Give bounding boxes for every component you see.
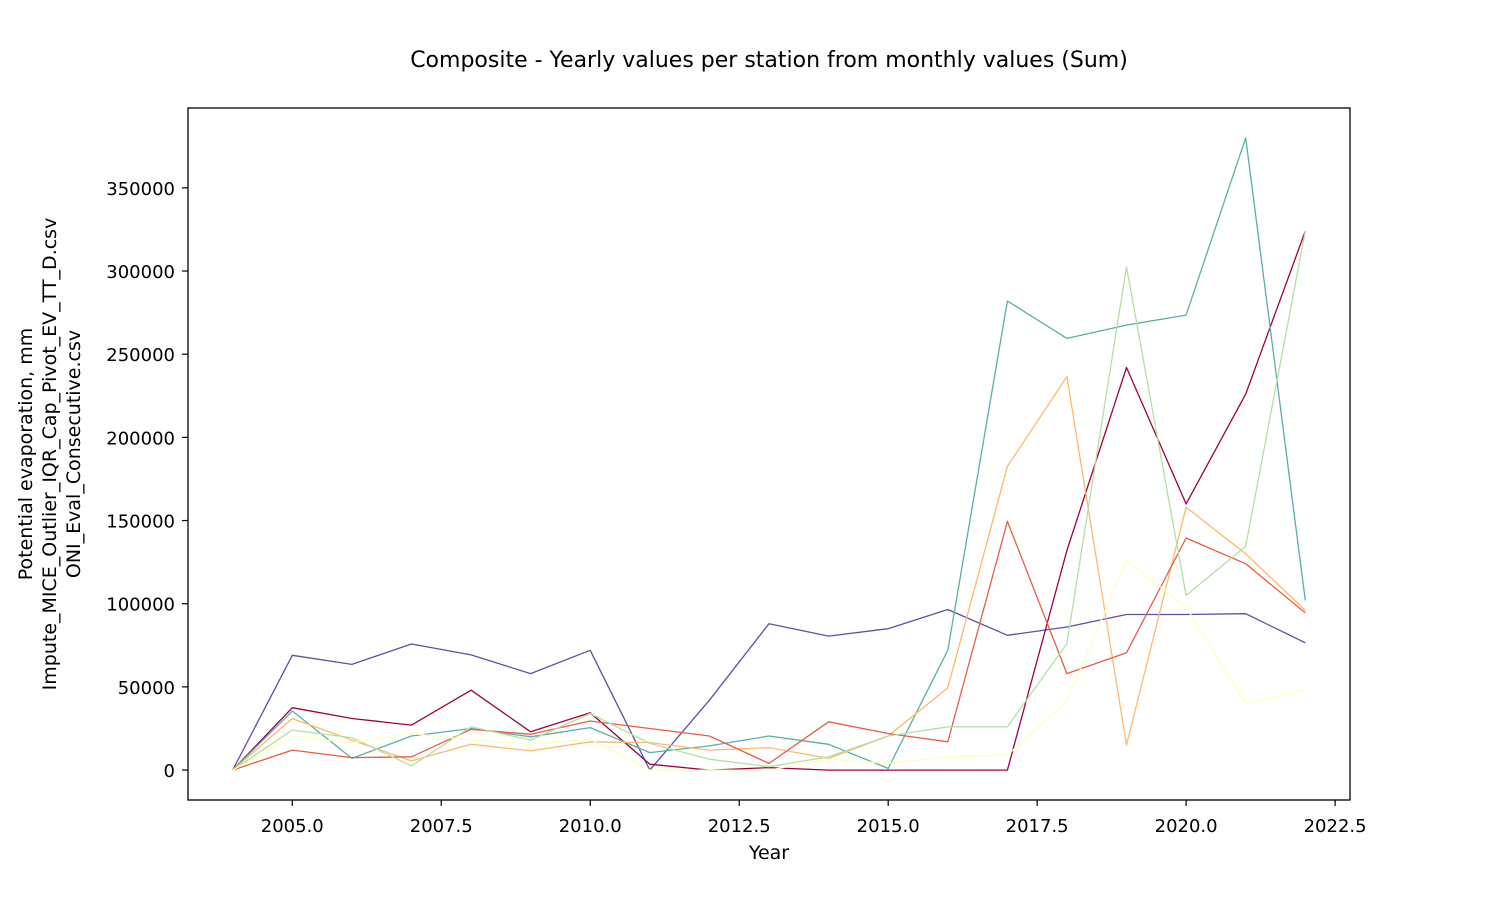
y-tick-label: 300000 <box>106 262 175 283</box>
y-tick-label: 150000 <box>106 512 175 533</box>
x-tick-label: 2007.5 <box>410 816 473 837</box>
series-line-3 <box>232 137 1306 771</box>
x-tick-label: 2015.0 <box>857 816 920 837</box>
y-tick-label: 100000 <box>106 595 175 616</box>
chart-title: Composite - Yearly values per station fr… <box>410 48 1128 73</box>
series-line-5 <box>232 520 1306 771</box>
y-tick-label: 0 <box>164 761 175 782</box>
series-layer <box>232 137 1306 771</box>
y-axis-label-line-2: Impute_MICE_Outlier_IQR_Cap_Pivot_EV_TT_… <box>39 218 61 691</box>
series-line-1 <box>232 608 1306 771</box>
x-tick-label: 2017.5 <box>1006 816 1069 837</box>
x-axis-label: Year <box>748 842 789 864</box>
series-line-7 <box>232 559 1306 771</box>
plot-area-frame <box>187 107 1351 801</box>
x-tick-label: 2020.0 <box>1155 816 1218 837</box>
x-tick-label: 2012.5 <box>708 816 771 837</box>
y-tick-label: 50000 <box>118 678 175 699</box>
x-tick-label: 2010.0 <box>559 816 622 837</box>
series-line-4 <box>232 375 1306 771</box>
x-tick-label: 2022.5 <box>1304 816 1367 837</box>
y-axis-label-line-3: ONI_Eval_Consecutive.csv <box>63 330 85 578</box>
series-line-6 <box>232 230 1306 771</box>
y-axis-label-line-1: Potential evaporation, mm <box>15 328 37 580</box>
y-tick-label: 250000 <box>106 345 175 366</box>
y-axis-ticks: 0 50000 100000 150000 200000 250000 300000 3500… <box>106 179 188 782</box>
y-tick-label: 350000 <box>106 179 175 200</box>
x-axis-ticks: 2005.0 2007.5 2010.0 2012.5 2015.0 2017.5 2020… <box>261 800 1367 837</box>
series-line-2 <box>232 230 1306 771</box>
x-tick-label: 2005.0 <box>261 816 324 837</box>
y-tick-label: 200000 <box>106 428 175 449</box>
